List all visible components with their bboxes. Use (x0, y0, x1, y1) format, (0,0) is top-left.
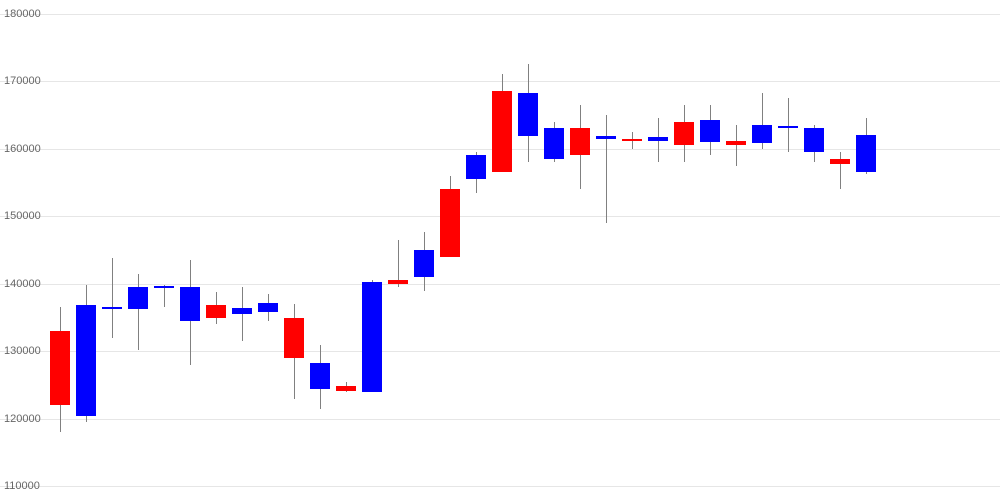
candle-body (414, 250, 434, 277)
candle-body (622, 139, 642, 141)
y-axis-label: 180000 (4, 8, 41, 20)
candle-wick (788, 98, 789, 152)
candle-body (50, 331, 70, 405)
candle-body (856, 135, 876, 172)
y-axis-label: 140000 (4, 278, 41, 290)
candle-wick (112, 258, 113, 338)
gridline (0, 351, 1000, 352)
candle-body (596, 136, 616, 138)
candle-body (570, 128, 590, 155)
candlestick-chart: 110000 120000 130000 140000 150000 160000 1700… (0, 0, 1000, 500)
y-axis-label: 170000 (4, 75, 41, 87)
candle-body (102, 307, 122, 309)
candle-wick (840, 152, 841, 189)
candle-body (466, 155, 486, 179)
candle-body (518, 93, 538, 136)
y-axis-label: 120000 (4, 413, 41, 425)
candle-body (128, 287, 148, 309)
candle-body (232, 308, 252, 314)
gridline (0, 216, 1000, 217)
candle-body (648, 137, 668, 140)
candle-wick (242, 287, 243, 341)
candle-body (154, 286, 174, 288)
candle-body (778, 126, 798, 128)
gridline (0, 419, 1000, 420)
y-axis-label: 130000 (4, 345, 41, 357)
y-axis-label: 110000 (4, 480, 40, 492)
candle-body (804, 128, 824, 152)
gridline (0, 81, 1000, 82)
gridline (0, 14, 1000, 15)
candle-body (206, 305, 226, 317)
candle-body (830, 159, 850, 164)
candle-body (76, 305, 96, 415)
candle-body (726, 141, 746, 146)
candle-wick (736, 125, 737, 166)
candle-wick (606, 115, 607, 223)
candle-body (388, 280, 408, 283)
candle-body (700, 120, 720, 142)
y-axis-label: 150000 (4, 210, 41, 222)
candle-body (362, 282, 382, 391)
gridline (0, 486, 1000, 487)
candle-body (180, 287, 200, 321)
candle-body (752, 125, 772, 143)
candle-body (492, 91, 512, 172)
candle-body (336, 386, 356, 390)
candle-body (284, 318, 304, 359)
y-axis-label: 160000 (4, 143, 41, 155)
candle-body (544, 128, 564, 158)
candle-body (440, 189, 460, 257)
candle-body (310, 363, 330, 389)
candle-body (674, 122, 694, 146)
gridline (0, 284, 1000, 285)
candle-body (258, 303, 278, 312)
candle-wick (138, 274, 139, 350)
